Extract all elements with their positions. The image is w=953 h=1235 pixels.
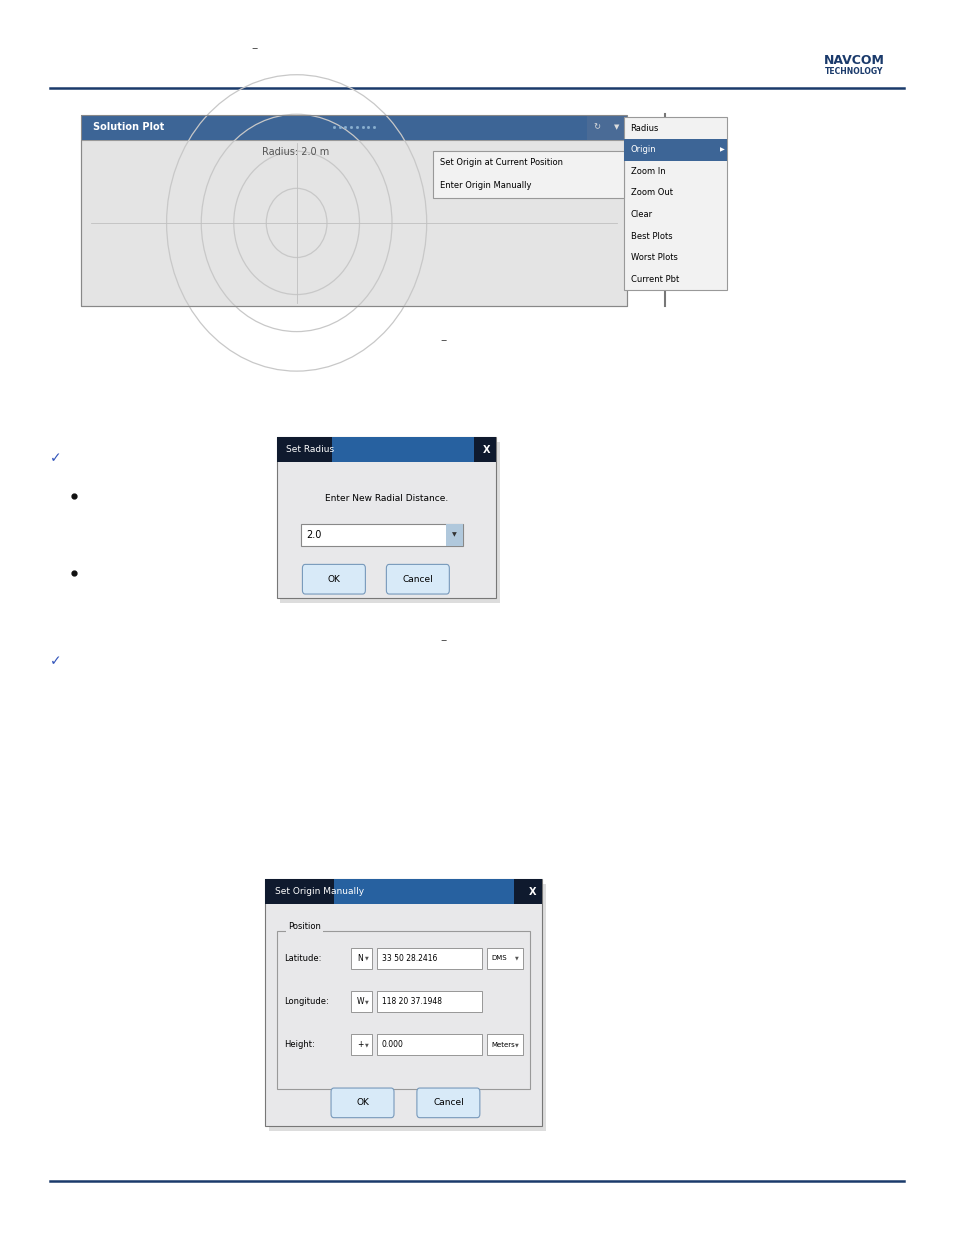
Text: Set Radius: Set Radius [286,445,334,454]
Text: ▼: ▼ [452,532,456,537]
FancyBboxPatch shape [416,1088,479,1118]
Text: ✓: ✓ [50,653,61,668]
Text: ▼: ▼ [365,956,369,961]
Text: OK: OK [327,574,340,584]
Text: Clear: Clear [630,210,652,219]
Text: 33 50 28.2416: 33 50 28.2416 [381,953,436,963]
FancyBboxPatch shape [280,442,499,603]
Text: X: X [482,445,490,454]
Text: Cancel: Cancel [433,1098,463,1108]
Text: Cancel: Cancel [402,574,433,584]
Text: Position: Position [288,923,320,931]
FancyBboxPatch shape [486,948,522,968]
Text: Latitude:: Latitude: [284,953,321,963]
FancyBboxPatch shape [265,879,541,1126]
FancyBboxPatch shape [445,524,462,546]
Text: OK: OK [355,1098,369,1108]
Text: Height:: Height: [284,1040,314,1050]
Text: ↻: ↻ [593,122,599,132]
Text: –: – [440,635,446,647]
FancyBboxPatch shape [351,990,372,1013]
Text: DMS: DMS [491,956,506,961]
Text: Zoom In: Zoom In [630,167,664,175]
Text: ▼: ▼ [365,1042,369,1047]
Text: 0.000: 0.000 [381,1040,403,1050]
Text: Longitude:: Longitude: [284,997,329,1007]
FancyBboxPatch shape [276,437,496,462]
Text: –: – [440,335,446,347]
FancyBboxPatch shape [623,140,726,161]
FancyBboxPatch shape [386,564,449,594]
Text: W: W [356,997,364,1007]
FancyBboxPatch shape [586,115,606,140]
FancyBboxPatch shape [376,1035,481,1055]
FancyBboxPatch shape [376,948,481,968]
FancyBboxPatch shape [376,990,481,1013]
Text: ▼: ▼ [515,956,518,961]
Text: Enter New Radial Distance.: Enter New Radial Distance. [324,494,448,504]
FancyBboxPatch shape [331,1088,394,1118]
Text: Origin: Origin [630,146,656,154]
Text: X: X [528,887,536,897]
Text: Set Origin at Current Position: Set Origin at Current Position [439,158,562,167]
Text: TECHNOLOGY: TECHNOLOGY [823,67,882,77]
FancyBboxPatch shape [351,1035,372,1055]
Text: +: + [356,1040,363,1050]
Text: 118 20 37.1948: 118 20 37.1948 [381,997,441,1007]
Text: Set Origin Manually: Set Origin Manually [274,887,363,897]
FancyBboxPatch shape [269,884,545,1131]
FancyBboxPatch shape [276,437,496,598]
FancyBboxPatch shape [623,117,726,290]
Text: –: – [252,42,257,54]
FancyBboxPatch shape [486,1035,522,1055]
Text: 2.0: 2.0 [306,530,321,540]
FancyBboxPatch shape [81,140,626,306]
FancyBboxPatch shape [331,437,474,462]
Text: N: N [356,953,362,963]
Text: Best Plots: Best Plots [630,232,672,241]
Text: Current Pbt: Current Pbt [630,275,679,284]
FancyBboxPatch shape [81,115,626,140]
Text: ✓: ✓ [50,451,61,466]
Text: NAVCOM: NAVCOM [822,54,883,67]
FancyBboxPatch shape [433,151,623,198]
FancyBboxPatch shape [351,948,372,968]
Text: ▼: ▼ [515,1042,518,1047]
Text: Solution Plot: Solution Plot [92,122,164,132]
FancyBboxPatch shape [265,879,541,904]
Text: Worst Plots: Worst Plots [630,253,677,262]
Text: Radius: 2.0 m: Radius: 2.0 m [262,147,329,157]
Text: ▶: ▶ [720,147,723,152]
FancyBboxPatch shape [335,879,514,904]
FancyBboxPatch shape [606,115,626,140]
Text: ▼: ▼ [365,999,369,1004]
Text: Meters: Meters [491,1042,515,1047]
Text: Zoom Out: Zoom Out [630,189,672,198]
Text: ▼: ▼ [614,125,618,130]
Text: Radius: Radius [630,124,659,132]
FancyBboxPatch shape [300,524,462,546]
FancyBboxPatch shape [302,564,365,594]
Text: Enter Origin Manually: Enter Origin Manually [439,182,531,190]
